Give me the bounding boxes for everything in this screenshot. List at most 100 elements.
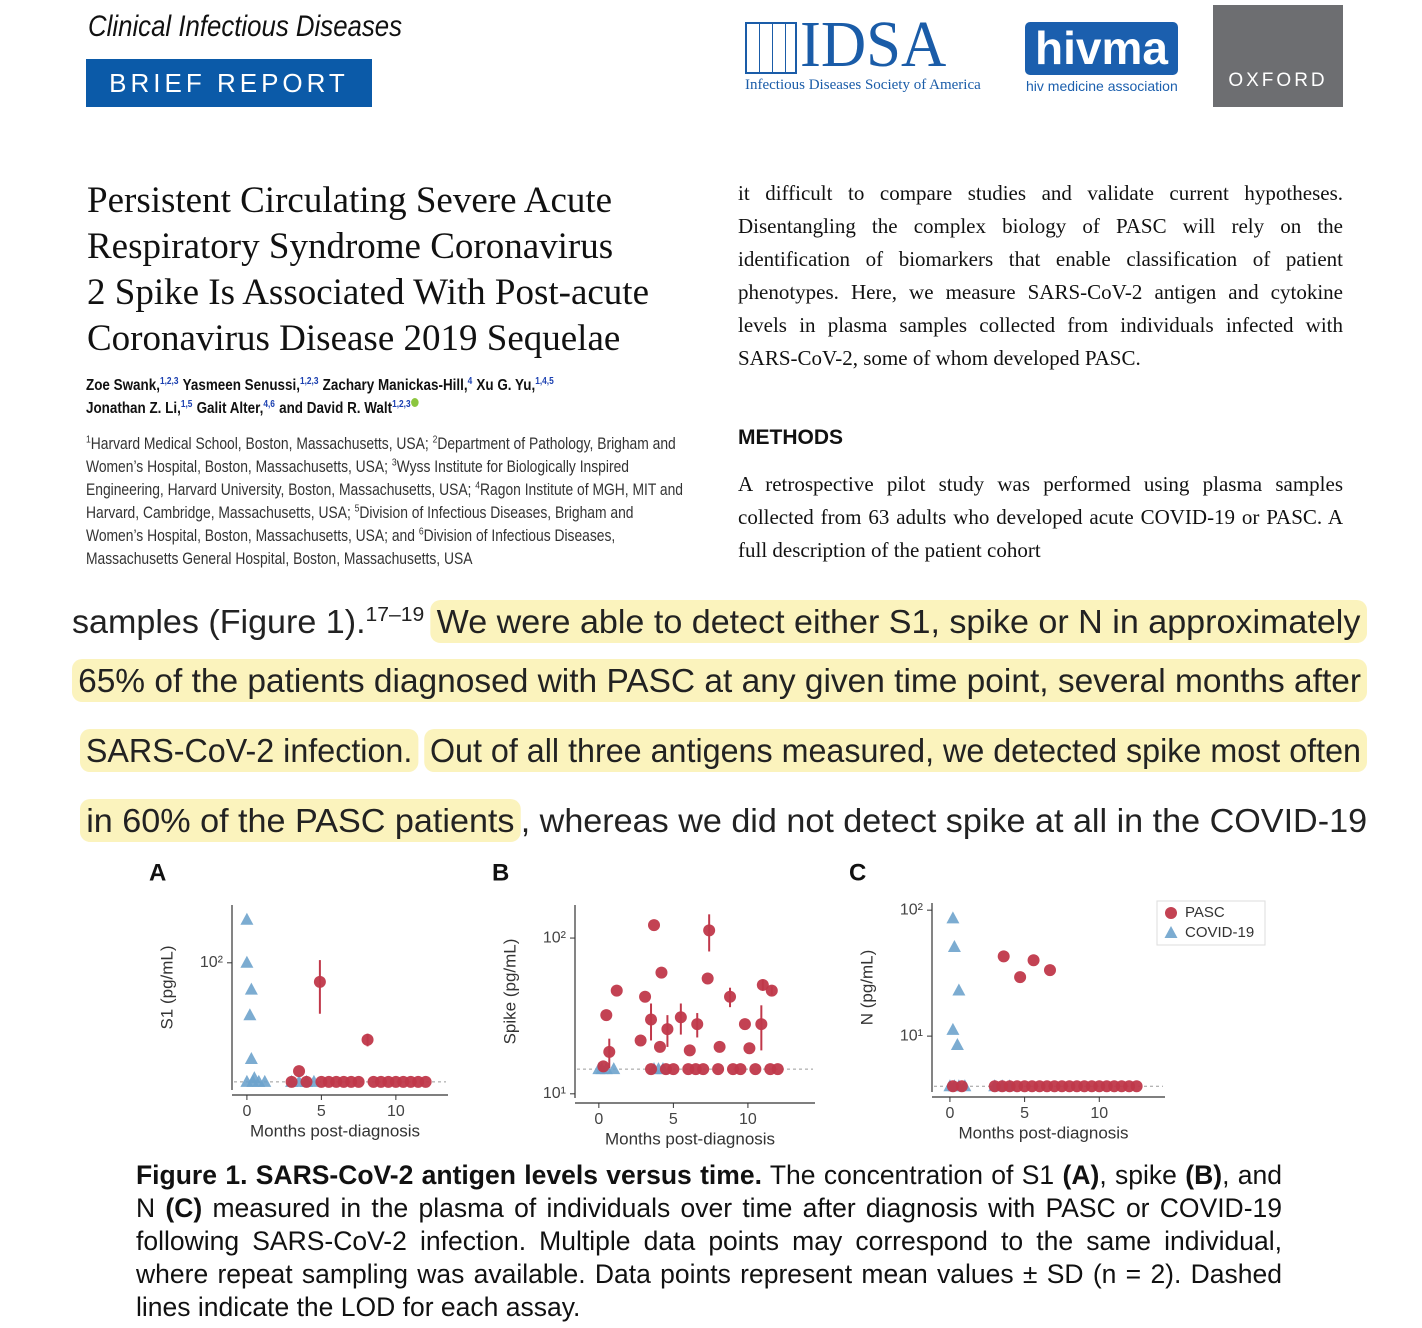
data-point <box>1130 1080 1143 1093</box>
section-label: BRIEF REPORT <box>86 59 372 107</box>
data-point <box>765 984 778 997</box>
caption-bold: (A) <box>1062 1160 1100 1190</box>
data-point <box>600 1009 613 1022</box>
title-line: 2 Spike Is Associated With Post-acute <box>87 272 650 313</box>
author-line: Jonathan Z. Li,1,5 Galit Alter,4,6 and Dav… <box>86 397 640 420</box>
y-tick-label: 10² <box>200 954 224 971</box>
author-affiliation: 4,6 <box>263 398 275 410</box>
caption-bold: Figure 1. SARS-CoV-2 antigen levels vers… <box>136 1160 762 1190</box>
x-axis-label: Months post-diagnosis <box>958 1123 1128 1142</box>
panel-label: C <box>849 859 866 886</box>
data-point <box>285 1075 298 1088</box>
caption-text: The concentration of S1 <box>761 1160 1063 1190</box>
caption-text: measured in the plasma of individuals ov… <box>136 1193 1282 1322</box>
data-point <box>712 1063 725 1076</box>
data-point <box>648 919 661 932</box>
data-point <box>713 1040 726 1053</box>
data-point <box>258 1074 272 1087</box>
caption-text: , and N <box>136 1160 1282 1223</box>
highlight: in 60% of the PASC patients <box>80 799 521 842</box>
author-affiliation: 1,2,3 <box>299 375 319 387</box>
panel-label: A <box>149 859 166 886</box>
data-point <box>703 924 716 937</box>
author-list: Zoe Swank,1,2,3 Yasmeen Senussi,1,2,3 Zach… <box>86 374 640 420</box>
author-affiliation: 4 <box>467 375 473 387</box>
data-point <box>607 1062 621 1075</box>
x-tick-label: 10 <box>739 1111 757 1128</box>
caption-text: , spike <box>1099 1160 1186 1190</box>
author-name: Zoe Swank, <box>86 377 160 394</box>
affiliation-number: 3 <box>391 457 397 469</box>
author-affiliation: 1,2,3 <box>392 398 411 410</box>
data-point <box>610 984 623 997</box>
affiliation-number: 4 <box>475 480 481 492</box>
x-tick-label: 5 <box>1020 1105 1029 1122</box>
legend-marker <box>1164 926 1178 938</box>
title-line: Persistent Circulating Severe Acute <box>87 180 613 221</box>
data-point <box>352 1075 365 1088</box>
excerpt: samples (Figure 1).17–19 We were able to … <box>0 580 1422 855</box>
data-point <box>645 1063 658 1076</box>
excerpt-text: samples (Figure 1). <box>72 603 366 640</box>
y-axis-label: N (pg/mL) <box>857 950 876 1026</box>
excerpt-text: , whereas we did not detect spike at all… <box>520 802 1368 839</box>
clip: A retrospective pilot study was performe… <box>738 468 1343 577</box>
x-tick-label: 10 <box>387 1103 405 1120</box>
affiliation-text: Ragon Institute of MGH, MIT and Harvard,… <box>86 481 684 522</box>
highlight: SARS-CoV-2 infection. <box>80 729 419 772</box>
data-point <box>240 912 254 925</box>
data-point <box>639 990 652 1003</box>
excerpt-line: in 60% of the PASC patients, whereas we … <box>80 798 1367 844</box>
data-point <box>653 1040 666 1053</box>
data-point <box>701 972 714 985</box>
idsa-name: Infectious Diseases Society of America <box>745 77 981 93</box>
data-point <box>313 975 326 988</box>
data-point <box>244 1052 258 1065</box>
legend-label: PASC <box>1185 904 1225 921</box>
data-point <box>946 1022 960 1035</box>
x-axis-label: Months post-diagnosis <box>605 1129 775 1148</box>
x-axis-label: Months post-diagnosis <box>250 1121 420 1140</box>
data-point <box>755 1018 768 1031</box>
data-point <box>724 990 737 1003</box>
idsa-logo: IDSA <box>800 8 947 81</box>
affiliation-number: 2 <box>432 434 438 446</box>
x-tick-label: 5 <box>317 1103 326 1120</box>
highlight: 65% of the patients diagnosed with PASC … <box>72 659 1368 702</box>
excerpt-line: samples (Figure 1).17–19 We were able to … <box>72 599 1367 645</box>
affiliation-number: 6 <box>418 526 424 538</box>
article-title: Persistent Circulating Severe Acute Respi… <box>87 178 649 362</box>
author-name: Yasmeen Senussi, <box>182 377 300 394</box>
affiliation-number: 5 <box>354 503 360 515</box>
data-point <box>683 1044 696 1057</box>
excerpt-line: 65% of the patients diagnosed with PASC … <box>72 658 1368 704</box>
x-tick-label: 10 <box>1090 1105 1108 1122</box>
author-name: Jonathan Z. Li, <box>86 400 181 417</box>
data-point <box>667 1063 680 1076</box>
x-tick-label: 0 <box>242 1103 251 1120</box>
section-heading: METHODS <box>738 426 843 449</box>
data-point <box>661 1023 674 1036</box>
data-point <box>1043 964 1056 977</box>
y-tick-label: 10¹ <box>543 1085 566 1102</box>
citation: 17–19 <box>365 603 425 626</box>
affiliation-number: 1 <box>86 434 91 446</box>
orcid-icon <box>411 398 420 407</box>
data-point <box>738 1018 751 1031</box>
excerpt-line-text: SARS-CoV-2 infection. Out of all three an… <box>80 728 1367 774</box>
paragraph: A retrospective pilot study was performe… <box>738 472 1343 562</box>
data-point <box>1014 971 1027 984</box>
data-point <box>771 1063 784 1076</box>
y-axis-label: Spike (pg/mL) <box>500 939 519 1045</box>
affiliation-text: Division of Infectious Diseases, Brigham… <box>86 504 634 545</box>
author-name: Zachary Manickas-Hill, <box>322 377 468 394</box>
excerpt-line-text: in 60% of the PASC patients, whereas we … <box>80 798 1367 844</box>
data-point <box>645 1013 658 1026</box>
oxford-logo: OXFORD <box>1213 5 1343 107</box>
data-point <box>240 955 254 968</box>
data-point <box>243 1008 257 1021</box>
y-axis-label: S1 (pg/mL) <box>157 945 176 1029</box>
data-point <box>634 1034 647 1047</box>
data-point <box>997 950 1010 963</box>
legend-label: COVID-19 <box>1185 924 1254 941</box>
